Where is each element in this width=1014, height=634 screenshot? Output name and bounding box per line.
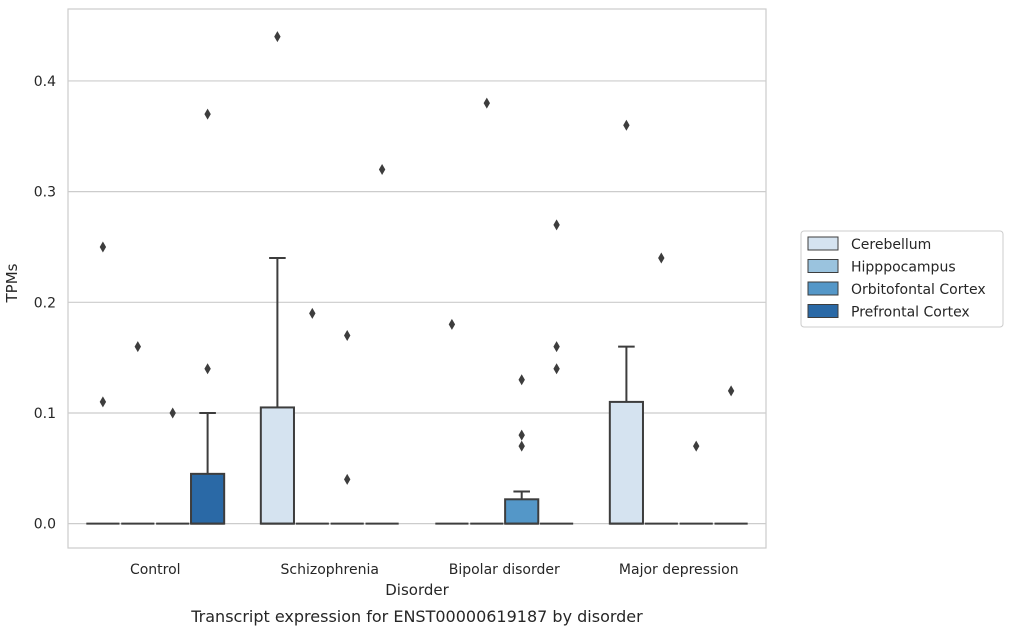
outlier-point xyxy=(344,473,351,485)
x-tick-label: Control xyxy=(130,562,181,578)
outlier-point xyxy=(693,440,700,452)
outlier-point xyxy=(344,329,351,341)
outlier-point xyxy=(204,363,211,375)
x-axis-label: Disorder xyxy=(385,581,449,599)
y-tick-label: 0.4 xyxy=(34,74,56,90)
box-body xyxy=(259,406,295,525)
x-tick-label: Bipolar disorder xyxy=(449,562,560,578)
legend-frame xyxy=(800,230,1004,328)
box xyxy=(259,257,295,525)
outlier-point xyxy=(448,318,456,330)
outlier-point xyxy=(378,163,386,175)
y-tick-labels: 0.0 0.1 0.2 0.3 0.4 xyxy=(34,74,56,533)
outliers xyxy=(99,31,735,485)
legend-label: Hipppocampus xyxy=(851,260,956,276)
box xyxy=(504,490,540,525)
y-tick-label: 0.2 xyxy=(34,295,56,311)
figure-caption: Transcript expression for ENST0000061918… xyxy=(190,607,643,626)
outlier-point xyxy=(518,440,525,452)
box-body xyxy=(190,472,226,525)
outlier-point xyxy=(658,252,665,264)
x-tick-label: Major depression xyxy=(619,562,739,578)
legend-swatch xyxy=(807,236,839,251)
x-tick-labels: Control Schizophrenia Bipolar disorder Majo… xyxy=(130,562,739,578)
legend-label: Cerebellum xyxy=(851,237,931,253)
box-series xyxy=(86,257,748,525)
outlier-point xyxy=(553,341,560,353)
outlier-point xyxy=(483,97,490,109)
box xyxy=(190,411,226,525)
outlier-point xyxy=(727,385,735,397)
x-tick-label: Schizophrenia xyxy=(281,562,379,578)
box xyxy=(608,345,644,525)
legend-label: Prefrontal Cortex xyxy=(851,305,970,321)
legend-label: Orbitofontal Cortex xyxy=(851,282,986,298)
outlier-point xyxy=(518,429,525,441)
legend-swatch xyxy=(807,304,839,318)
box-body xyxy=(608,400,644,525)
y-tick-label: 0.0 xyxy=(34,517,56,533)
outlier-point xyxy=(553,219,560,231)
y-tick-label: 0.1 xyxy=(34,406,56,422)
y-tick-label: 0.3 xyxy=(34,185,56,201)
outlier-point xyxy=(169,407,176,419)
legend: Cerebellum Hipppocampus Orbitofontal Corte… xyxy=(800,230,1004,328)
outlier-point xyxy=(99,396,107,408)
outlier-point xyxy=(99,241,107,253)
box-body xyxy=(504,498,540,525)
outlier-point xyxy=(553,363,560,375)
plot-area xyxy=(67,8,767,549)
outlier-point xyxy=(274,31,281,43)
outlier-point xyxy=(309,307,316,319)
legend-swatch xyxy=(807,259,839,273)
legend-swatch xyxy=(807,281,839,296)
outlier-point xyxy=(623,119,630,131)
outlier-point xyxy=(204,108,211,120)
y-axis-label: TPMs xyxy=(3,263,21,303)
outlier-point xyxy=(134,341,141,353)
outlier-point xyxy=(518,374,525,386)
